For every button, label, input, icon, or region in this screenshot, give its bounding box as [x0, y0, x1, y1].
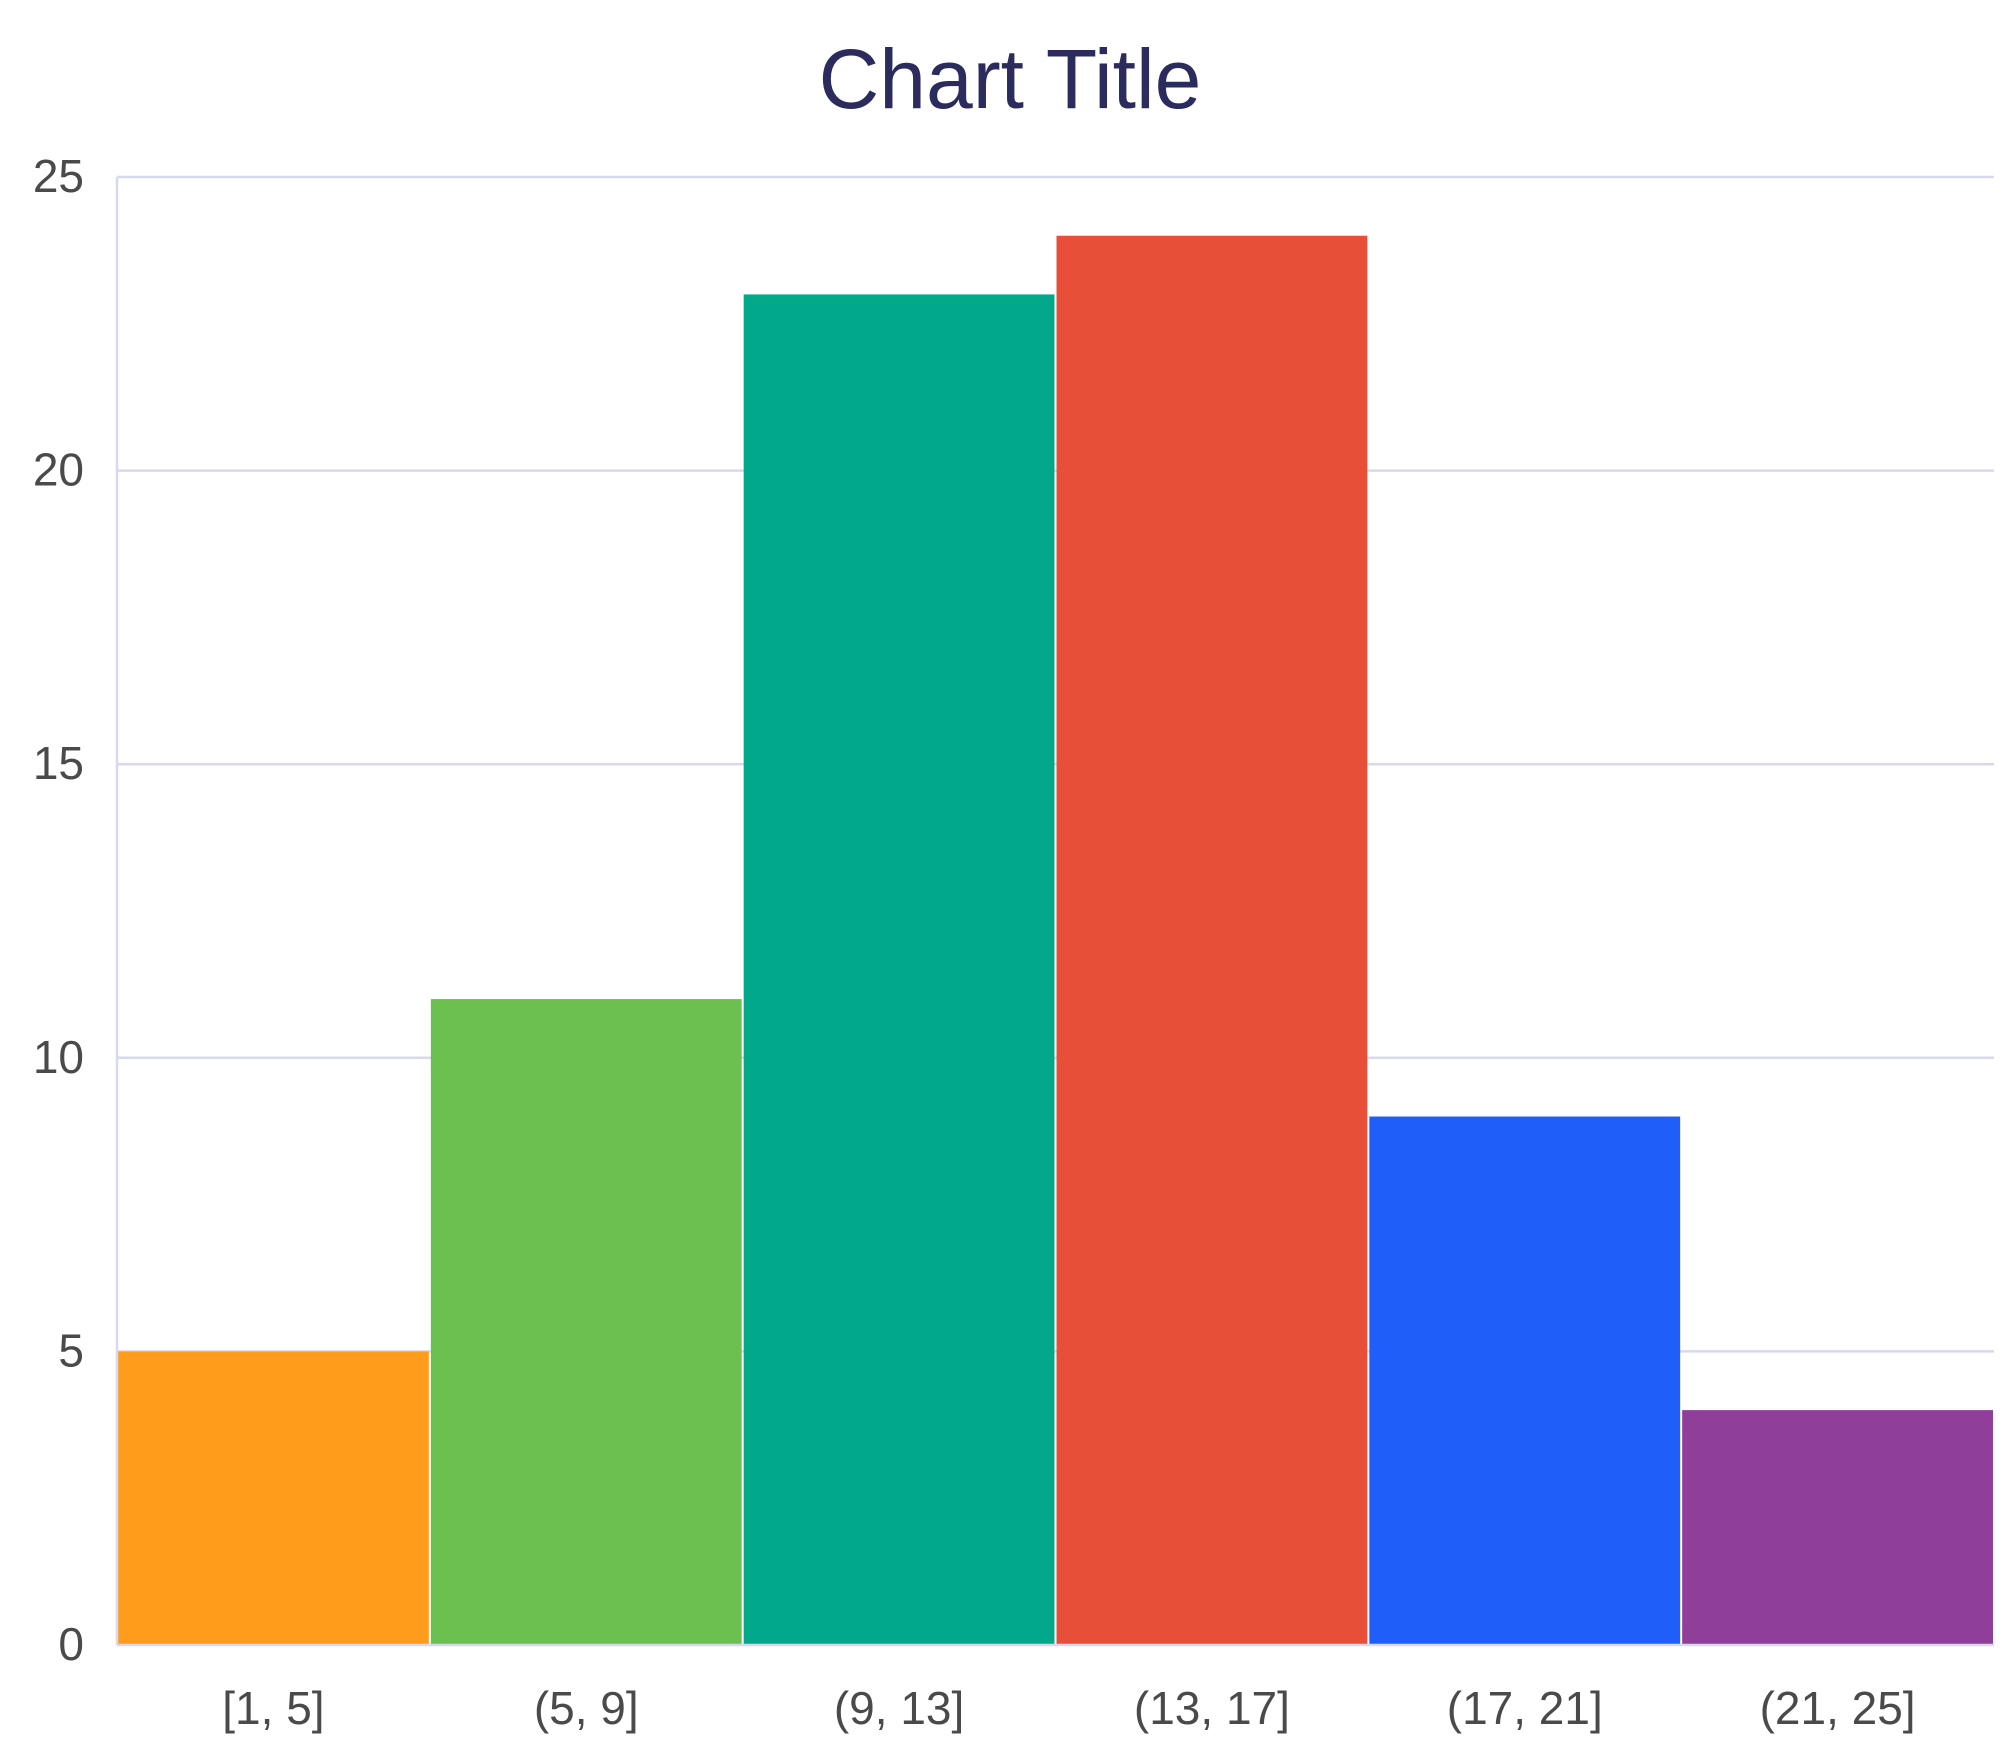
grid-lines — [117, 175, 1994, 1353]
bar — [118, 1351, 429, 1645]
bar — [1369, 1116, 1681, 1645]
bar — [430, 999, 742, 1645]
bar — [743, 294, 1055, 1646]
y-tick-labels: 0 5 10 15 20 25 — [33, 150, 84, 1670]
axes — [115, 177, 1994, 1647]
chart-title: Chart Title — [819, 32, 1202, 126]
x-tick-label: (13, 17] — [1134, 1682, 1290, 1734]
x-tick-label: (9, 13] — [834, 1682, 964, 1734]
y-tick-label: 5 — [58, 1324, 84, 1376]
x-tick-label: (17, 21] — [1447, 1682, 1603, 1734]
y-tick-label: 10 — [33, 1031, 84, 1083]
bar — [1682, 1410, 1993, 1645]
y-tick-label: 20 — [33, 444, 84, 496]
x-tick-label: (21, 25] — [1760, 1682, 1916, 1734]
x-tick-labels: [1, 5] (5, 9] (9, 13] (13, 17] (17, 21] (21, … — [222, 1682, 1915, 1734]
y-tick-label: 0 — [58, 1618, 84, 1670]
y-tick-label: 15 — [33, 737, 84, 789]
y-tick-label: 25 — [33, 150, 84, 202]
x-tick-label: [1, 5] — [222, 1682, 324, 1734]
bar — [1056, 235, 1368, 1646]
x-tick-label: (5, 9] — [534, 1682, 639, 1734]
bars — [118, 235, 1993, 1646]
